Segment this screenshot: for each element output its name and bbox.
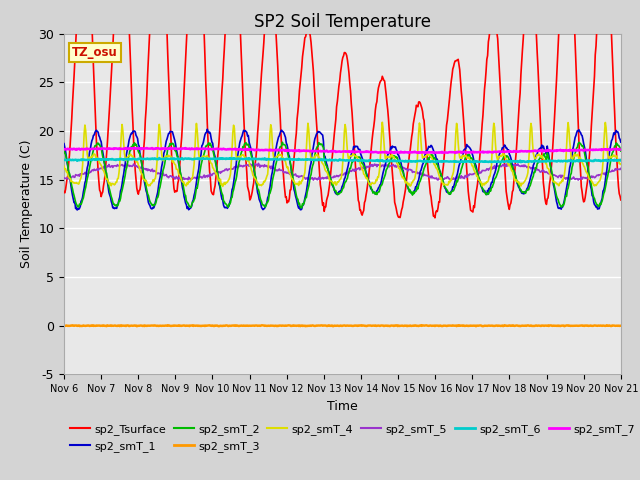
sp2_smT_1 [128, 131, 136, 136]
sp2_smT_1 [428, 144, 436, 149]
sp2_smT_2 [60, 146, 68, 152]
sp2_Tsurface [617, 197, 625, 203]
sp2_smT_5 [127, 163, 135, 169]
sp2_smT_1 [617, 139, 625, 145]
sp2_smT_3 [127, 323, 135, 328]
Line: sp2_smT_6: sp2_smT_6 [64, 158, 621, 162]
Legend: sp2_Tsurface, sp2_smT_1, sp2_smT_2, sp2_smT_3, sp2_smT_4, sp2_smT_5, sp2_smT_6, : sp2_Tsurface, sp2_smT_1, sp2_smT_2, sp2_… [70, 424, 635, 452]
sp2_smT_7 [617, 147, 625, 153]
sp2_smT_2 [412, 189, 419, 194]
sp2_Tsurface [428, 194, 435, 200]
sp2_smT_1 [412, 184, 419, 190]
Line: sp2_Tsurface: sp2_Tsurface [64, 0, 621, 218]
sp2_smT_7 [166, 145, 174, 151]
sp2_smT_6 [127, 156, 135, 162]
sp2_smT_7 [185, 146, 193, 152]
sp2_smT_1 [74, 207, 81, 213]
sp2_smT_3 [185, 323, 193, 329]
sp2_smT_5 [412, 169, 419, 175]
sp2_smT_1 [204, 126, 211, 132]
sp2_smT_6 [617, 157, 625, 163]
sp2_smT_2 [297, 205, 305, 211]
sp2_smT_1 [70, 200, 78, 205]
Line: sp2_smT_3: sp2_smT_3 [64, 325, 621, 326]
sp2_smT_3 [215, 324, 223, 329]
sp2_smT_3 [428, 323, 436, 329]
sp2_smT_7 [127, 145, 135, 151]
sp2_smT_7 [214, 146, 222, 152]
sp2_smT_2 [278, 139, 286, 145]
sp2_Tsurface [431, 215, 439, 221]
sp2_smT_7 [60, 147, 68, 153]
sp2_smT_4 [428, 155, 436, 161]
sp2_smT_4 [60, 163, 68, 169]
sp2_smT_7 [428, 150, 436, 156]
Line: sp2_smT_2: sp2_smT_2 [64, 142, 621, 208]
sp2_smT_5 [70, 174, 78, 180]
sp2_smT_4 [617, 161, 625, 167]
sp2_Tsurface [70, 73, 78, 79]
sp2_smT_6 [428, 158, 435, 164]
Title: SP2 Soil Temperature: SP2 Soil Temperature [254, 12, 431, 31]
sp2_smT_4 [184, 181, 192, 187]
sp2_smT_3 [617, 323, 625, 329]
sp2_smT_6 [60, 157, 68, 163]
sp2_smT_5 [428, 173, 436, 179]
sp2_smT_5 [617, 166, 625, 171]
sp2_Tsurface [214, 149, 222, 155]
sp2_smT_3 [214, 323, 222, 329]
sp2_smT_5 [178, 179, 186, 184]
sp2_smT_4 [127, 153, 135, 158]
sp2_smT_4 [214, 173, 221, 179]
Text: TZ_osu: TZ_osu [72, 46, 118, 59]
sp2_smT_6 [178, 155, 186, 161]
sp2_smT_2 [617, 148, 625, 154]
Line: sp2_smT_7: sp2_smT_7 [64, 148, 621, 153]
sp2_smT_2 [184, 200, 192, 206]
sp2_smT_3 [70, 323, 78, 329]
sp2_smT_2 [428, 153, 436, 159]
sp2_smT_2 [214, 168, 221, 174]
sp2_smT_7 [396, 150, 403, 156]
sp2_smT_7 [412, 149, 419, 155]
sp2_Tsurface [127, 84, 135, 90]
sp2_smT_2 [127, 144, 135, 149]
sp2_smT_2 [70, 193, 78, 199]
sp2_smT_4 [70, 180, 78, 186]
sp2_smT_5 [255, 160, 262, 166]
sp2_smT_4 [378, 120, 386, 125]
sp2_smT_6 [411, 158, 419, 164]
Line: sp2_smT_4: sp2_smT_4 [64, 122, 621, 186]
sp2_smT_5 [60, 175, 68, 181]
sp2_smT_1 [215, 181, 223, 187]
sp2_smT_5 [185, 174, 193, 180]
sp2_smT_7 [70, 146, 78, 152]
Line: sp2_smT_1: sp2_smT_1 [64, 129, 621, 210]
sp2_smT_3 [164, 323, 172, 328]
Y-axis label: Soil Temperature (C): Soil Temperature (C) [20, 140, 33, 268]
sp2_smT_1 [60, 141, 68, 146]
X-axis label: Time: Time [327, 400, 358, 413]
sp2_smT_6 [470, 159, 477, 165]
sp2_smT_4 [412, 171, 419, 177]
sp2_Tsurface [60, 189, 68, 194]
sp2_smT_6 [214, 156, 222, 162]
sp2_smT_4 [219, 183, 227, 189]
sp2_smT_1 [185, 207, 193, 213]
Line: sp2_smT_5: sp2_smT_5 [64, 163, 621, 181]
sp2_Tsurface [411, 112, 419, 118]
sp2_smT_5 [214, 169, 222, 175]
sp2_smT_3 [60, 323, 68, 329]
sp2_smT_6 [70, 157, 78, 163]
sp2_smT_3 [412, 323, 419, 328]
sp2_smT_6 [185, 156, 193, 161]
